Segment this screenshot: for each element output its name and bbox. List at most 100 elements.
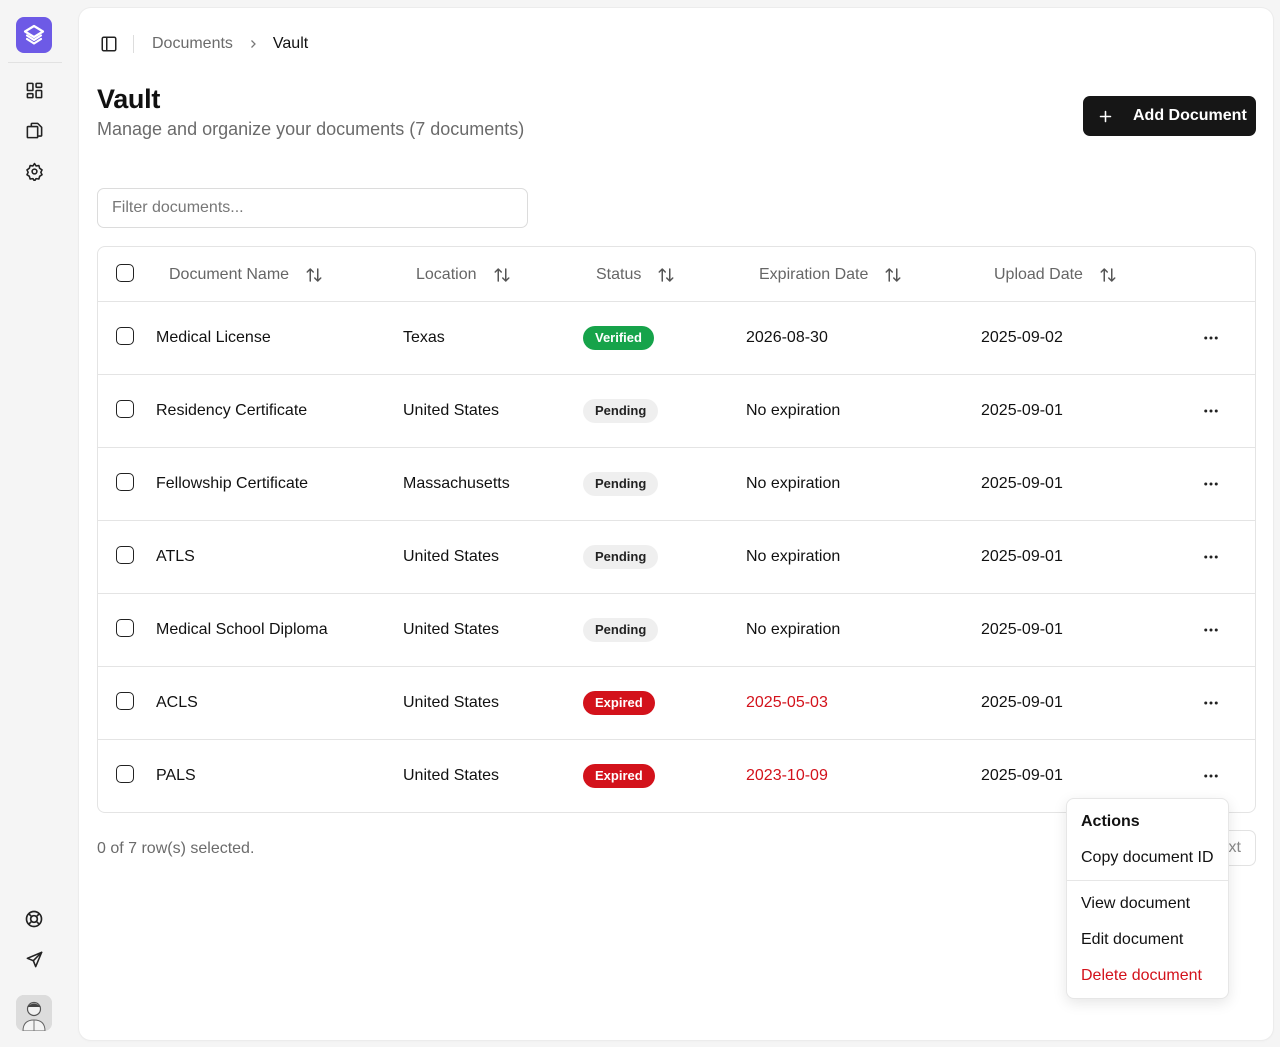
nav-help[interactable] bbox=[20, 905, 48, 933]
status-badge: Expired bbox=[583, 764, 655, 788]
page-subtitle: Manage and organize your documents (7 do… bbox=[97, 119, 525, 139]
row-actions-button[interactable] bbox=[1198, 398, 1224, 424]
breadcrumb-documents[interactable]: Documents bbox=[152, 35, 233, 52]
table-row[interactable]: ATLS United States Pending No expiration 202… bbox=[98, 521, 1255, 594]
row-checkbox[interactable] bbox=[116, 619, 134, 637]
cell-upload-date: 2025-09-01 bbox=[981, 694, 1063, 711]
sort-icon bbox=[657, 266, 675, 284]
status-badge: Pending bbox=[583, 618, 659, 642]
row-actions-button[interactable] bbox=[1198, 544, 1224, 570]
more-horizontal-icon bbox=[1202, 621, 1220, 639]
menu-item-view[interactable]: View document bbox=[1081, 895, 1191, 912]
table-row[interactable]: Residency Certificate United States Pendin… bbox=[98, 375, 1255, 448]
cell-location: United States bbox=[403, 548, 500, 565]
cell-status: Pending bbox=[583, 594, 659, 666]
row-checkbox[interactable] bbox=[116, 327, 134, 345]
cell-upload-date: 2025-09-01 bbox=[981, 548, 1063, 565]
cell-status: Pending bbox=[583, 375, 659, 447]
cell-document-name: ATLS bbox=[156, 548, 195, 565]
cell-upload-date: 2025-09-01 bbox=[981, 402, 1063, 419]
row-checkbox[interactable] bbox=[116, 692, 134, 710]
cell-expiration-date: 2025-05-03 bbox=[746, 694, 828, 711]
row-actions-button[interactable] bbox=[1198, 763, 1224, 789]
top-bar: Documents Vault bbox=[97, 30, 308, 58]
avatar-icon bbox=[16, 995, 52, 1031]
menu-item-edit[interactable]: Edit document bbox=[1081, 931, 1184, 948]
row-actions-button[interactable] bbox=[1198, 325, 1224, 351]
status-badge: Verified bbox=[583, 326, 654, 350]
cell-location: United States bbox=[403, 402, 500, 419]
cell-document-name: Medical School Diploma bbox=[156, 621, 328, 638]
cell-location: United States bbox=[403, 767, 500, 784]
cell-status: Verified bbox=[583, 302, 654, 374]
nav-dashboard[interactable] bbox=[20, 76, 48, 104]
row-actions-button[interactable] bbox=[1198, 617, 1224, 643]
table-header: Document Name Location Status Expiration… bbox=[98, 247, 1255, 302]
table-row[interactable]: Medical School Diploma United States Pendi… bbox=[98, 594, 1255, 667]
documents-icon bbox=[26, 122, 42, 138]
table-row[interactable]: PALS United States Expired 2023-10-09 2025-0… bbox=[98, 740, 1255, 812]
more-horizontal-icon bbox=[1202, 402, 1220, 420]
column-header-label: Location bbox=[416, 265, 477, 283]
user-avatar[interactable] bbox=[16, 995, 52, 1031]
add-document-label: Add Document bbox=[1133, 107, 1247, 124]
sidebar-toggle-icon bbox=[101, 36, 117, 52]
row-actions-button[interactable] bbox=[1198, 690, 1224, 716]
table-row[interactable]: Fellowship Certificate Massachusetts Pendi… bbox=[98, 448, 1255, 521]
page-title: Vault bbox=[97, 84, 161, 114]
selection-summary: 0 of 7 row(s) selected. bbox=[97, 840, 255, 857]
cell-location: Massachusetts bbox=[403, 475, 510, 492]
table-row[interactable]: Medical License Texas Verified 2026-08-30 20… bbox=[98, 302, 1255, 375]
cell-location: United States bbox=[403, 694, 500, 711]
cell-upload-date: 2025-09-01 bbox=[981, 621, 1063, 638]
cell-status: Pending bbox=[583, 521, 659, 593]
status-badge: Pending bbox=[583, 399, 659, 423]
cell-expiration-date: No expiration bbox=[746, 548, 841, 565]
nav-settings[interactable] bbox=[20, 157, 48, 185]
column-header-label: Document Name bbox=[169, 265, 290, 283]
cell-location: Texas bbox=[403, 329, 445, 346]
nav-documents[interactable] bbox=[20, 116, 48, 144]
filter-input[interactable] bbox=[97, 188, 528, 228]
menu-item-delete[interactable]: Delete document bbox=[1081, 967, 1202, 984]
menu-item-copy-id[interactable]: Copy document ID bbox=[1081, 849, 1214, 866]
sidebar-toggle-button[interactable] bbox=[97, 32, 121, 56]
row-checkbox[interactable] bbox=[116, 546, 134, 564]
more-horizontal-icon bbox=[1202, 548, 1220, 566]
cell-expiration-date: No expiration bbox=[746, 621, 841, 638]
nav-feedback[interactable] bbox=[20, 945, 48, 973]
column-header-document-name[interactable]: Document Name bbox=[169, 247, 323, 302]
more-horizontal-icon bbox=[1202, 475, 1220, 493]
cell-status: Expired bbox=[583, 667, 655, 739]
app-logo[interactable] bbox=[16, 17, 52, 53]
row-checkbox[interactable] bbox=[116, 765, 134, 783]
cell-location: United States bbox=[403, 621, 500, 638]
cell-document-name: Fellowship Certificate bbox=[156, 475, 309, 492]
cell-document-name: ACLS bbox=[156, 694, 198, 711]
more-horizontal-icon bbox=[1202, 767, 1220, 785]
row-actions-menu: Actions Copy document ID View document E… bbox=[1066, 798, 1229, 999]
column-header-expiration-date[interactable]: Expiration Date bbox=[759, 247, 902, 302]
column-header-upload-date[interactable]: Upload Date bbox=[994, 247, 1117, 302]
menu-divider bbox=[1067, 880, 1228, 881]
column-header-location[interactable]: Location bbox=[416, 247, 511, 302]
breadcrumb: Documents Vault bbox=[152, 35, 308, 53]
dashboard-icon bbox=[26, 82, 42, 98]
row-checkbox[interactable] bbox=[116, 400, 134, 418]
add-document-button[interactable]: Add Document bbox=[1083, 96, 1256, 136]
status-badge: Expired bbox=[583, 691, 655, 715]
cell-upload-date: 2025-09-01 bbox=[981, 767, 1063, 784]
cell-upload-date: 2025-09-02 bbox=[981, 329, 1063, 346]
column-header-label: Upload Date bbox=[994, 265, 1083, 283]
cell-expiration-date: 2023-10-09 bbox=[746, 767, 828, 784]
cell-status: Expired bbox=[583, 740, 655, 812]
sort-icon bbox=[493, 266, 511, 284]
column-header-status[interactable]: Status bbox=[596, 247, 675, 302]
table-row[interactable]: ACLS United States Expired 2025-05-03 2025-0… bbox=[98, 667, 1255, 740]
row-actions-button[interactable] bbox=[1198, 471, 1224, 497]
table-body: Medical License Texas Verified 2026-08-30 20… bbox=[98, 302, 1255, 812]
cell-document-name: PALS bbox=[156, 767, 196, 784]
row-checkbox[interactable] bbox=[116, 473, 134, 491]
select-all-checkbox[interactable] bbox=[116, 264, 134, 282]
menu-label: Actions bbox=[1081, 813, 1140, 830]
